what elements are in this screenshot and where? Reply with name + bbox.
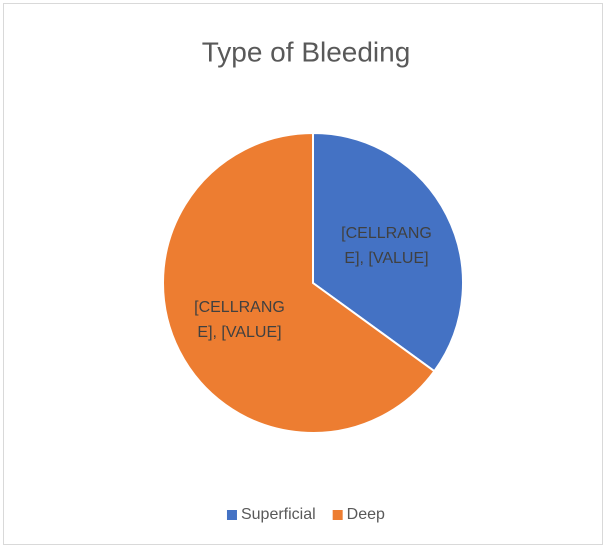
legend-swatch [332,510,343,520]
data-label: [CELLRANGE], [VALUE] [194,299,285,342]
legend-swatch [226,510,237,520]
data-label: [CELLRANGE], [VALUE] [341,224,432,267]
legend-label: Superficial [241,506,316,523]
legend-label: Deep [347,506,385,523]
pie-slice [312,131,464,373]
chart-title: Type of Bleeding [202,36,411,67]
pie-slice [162,131,436,434]
